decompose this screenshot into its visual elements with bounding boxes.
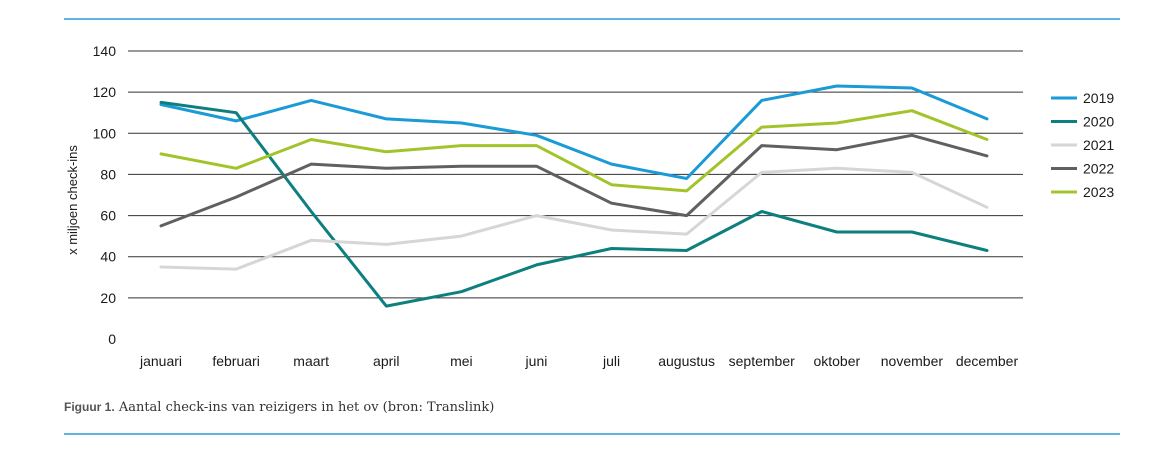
series-line-2023 xyxy=(159,109,989,193)
x-tick-label: september xyxy=(729,353,795,369)
x-tick-label: juni xyxy=(525,353,548,369)
top-rule xyxy=(64,18,1120,20)
y-axis-label: x miljoen check-ins xyxy=(65,145,80,255)
x-tick-label: februari xyxy=(212,353,259,369)
y-tick-label: 40 xyxy=(100,249,116,265)
y-tick-label: 20 xyxy=(100,290,116,306)
x-tick-label: mei xyxy=(450,353,473,369)
y-tick-label: 120 xyxy=(93,84,117,100)
series-line-2019 xyxy=(159,84,989,180)
series-lines xyxy=(159,84,989,308)
legend-label: 2020 xyxy=(1083,114,1114,130)
legend-label: 2019 xyxy=(1083,90,1114,106)
legend-label: 2021 xyxy=(1083,137,1114,153)
legend-label: 2022 xyxy=(1083,161,1114,177)
bottom-rule xyxy=(64,433,1120,435)
y-tick-label: 0 xyxy=(108,331,116,347)
x-tick-label: juli xyxy=(602,353,620,369)
y-tick-label: 140 xyxy=(93,43,117,59)
legend-label: 2023 xyxy=(1083,184,1114,200)
y-axis-ticks: 0 20 40 60 80 100 120 140 xyxy=(93,43,117,347)
x-tick-label: oktober xyxy=(813,353,860,369)
y-tick-label: 60 xyxy=(100,208,116,224)
x-axis-ticks: januari februari maart april mei juni juli augu… xyxy=(139,353,1018,369)
series-line-2020 xyxy=(159,100,989,308)
line-chart: 0 20 40 60 80 100 120 140 januari februari maart a… xyxy=(65,43,1114,369)
x-tick-label: december xyxy=(956,353,1019,369)
x-tick-label: maart xyxy=(293,353,329,369)
grid-lines xyxy=(128,50,1023,340)
x-tick-label: november xyxy=(881,353,944,369)
figure-label: Figuur 1. xyxy=(64,400,115,414)
x-tick-label: januari xyxy=(139,353,182,369)
series-line-2022 xyxy=(159,133,989,228)
series-line-2021 xyxy=(159,166,989,271)
figure-caption: Figuur 1. Aantal check-ins van reizigers… xyxy=(64,400,494,415)
legend: 2019 2020 2021 2022 2023 xyxy=(1051,90,1114,200)
caption-text: Aantal check-ins van reizigers in het ov… xyxy=(118,400,495,415)
y-tick-label: 80 xyxy=(100,166,116,182)
x-tick-label: april xyxy=(373,353,399,369)
y-tick-label: 100 xyxy=(93,125,117,141)
x-tick-label: augustus xyxy=(658,353,715,369)
